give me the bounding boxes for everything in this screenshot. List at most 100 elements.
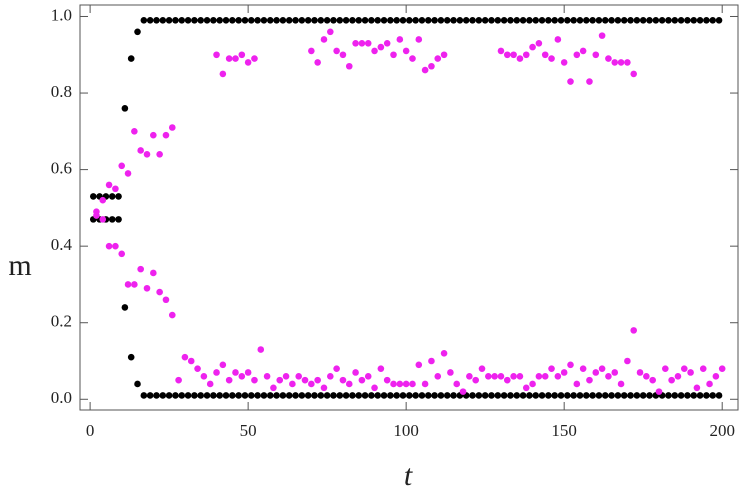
point bbox=[146, 17, 154, 24]
point bbox=[105, 181, 113, 189]
point bbox=[355, 392, 363, 399]
point bbox=[658, 17, 666, 24]
point bbox=[576, 392, 584, 399]
point bbox=[314, 376, 321, 384]
point bbox=[557, 392, 565, 399]
point bbox=[554, 36, 562, 43]
point bbox=[216, 17, 223, 24]
point bbox=[317, 17, 325, 24]
point bbox=[557, 17, 565, 24]
point bbox=[311, 17, 318, 24]
point bbox=[706, 380, 713, 388]
point bbox=[665, 17, 672, 24]
point bbox=[538, 392, 546, 399]
point bbox=[276, 376, 284, 384]
point bbox=[614, 392, 622, 399]
point bbox=[680, 365, 688, 372]
point bbox=[159, 17, 167, 24]
point bbox=[684, 17, 691, 24]
point bbox=[576, 17, 584, 24]
point bbox=[210, 392, 217, 399]
point bbox=[219, 361, 227, 369]
point bbox=[643, 373, 650, 380]
point bbox=[238, 51, 246, 59]
point bbox=[522, 51, 530, 59]
point bbox=[519, 392, 527, 399]
point bbox=[598, 32, 606, 39]
point bbox=[118, 250, 126, 258]
point bbox=[428, 62, 435, 70]
point bbox=[390, 51, 397, 59]
point bbox=[235, 17, 242, 24]
point bbox=[247, 392, 255, 399]
point bbox=[595, 17, 603, 24]
point bbox=[108, 193, 116, 200]
point bbox=[216, 392, 223, 399]
point bbox=[564, 392, 571, 399]
point bbox=[718, 365, 726, 372]
point bbox=[620, 17, 628, 24]
y-tick-label: 0.2 bbox=[51, 312, 72, 331]
point bbox=[671, 17, 679, 24]
point bbox=[150, 269, 157, 277]
point bbox=[165, 17, 173, 24]
point bbox=[399, 392, 407, 399]
point bbox=[494, 17, 502, 24]
point bbox=[238, 373, 246, 380]
point bbox=[605, 373, 612, 380]
point bbox=[611, 59, 619, 66]
point bbox=[317, 392, 325, 399]
point bbox=[251, 376, 258, 384]
point bbox=[137, 147, 144, 154]
point bbox=[560, 59, 568, 66]
point bbox=[387, 392, 394, 399]
point bbox=[159, 392, 167, 399]
point bbox=[586, 78, 593, 85]
point bbox=[260, 392, 268, 399]
point bbox=[108, 216, 116, 223]
point bbox=[415, 361, 423, 369]
point bbox=[627, 17, 634, 24]
point bbox=[112, 242, 119, 250]
point bbox=[390, 380, 397, 388]
point bbox=[222, 392, 230, 399]
point bbox=[677, 17, 685, 24]
point bbox=[327, 28, 334, 36]
y-axis-label: m bbox=[8, 249, 31, 282]
point bbox=[453, 380, 461, 388]
point bbox=[172, 17, 179, 24]
point bbox=[162, 131, 170, 139]
point bbox=[134, 380, 141, 388]
point bbox=[421, 380, 429, 388]
point bbox=[639, 17, 647, 24]
point bbox=[601, 17, 609, 24]
point bbox=[406, 17, 413, 24]
point bbox=[475, 17, 483, 24]
point bbox=[270, 384, 277, 392]
point bbox=[690, 392, 698, 399]
point bbox=[175, 376, 182, 384]
point bbox=[352, 39, 359, 47]
point bbox=[383, 376, 391, 384]
point bbox=[232, 369, 239, 376]
point bbox=[589, 17, 596, 24]
point bbox=[206, 380, 214, 388]
point bbox=[412, 392, 419, 399]
point bbox=[633, 17, 641, 24]
point bbox=[235, 392, 242, 399]
point bbox=[165, 392, 173, 399]
point bbox=[497, 373, 505, 380]
point bbox=[257, 346, 265, 353]
point bbox=[184, 392, 192, 399]
point bbox=[674, 373, 682, 380]
point bbox=[573, 380, 581, 388]
point bbox=[526, 17, 533, 24]
point bbox=[459, 388, 467, 395]
point bbox=[605, 55, 612, 62]
point bbox=[225, 376, 233, 384]
point bbox=[592, 369, 600, 376]
point bbox=[507, 392, 514, 399]
point bbox=[266, 392, 274, 399]
